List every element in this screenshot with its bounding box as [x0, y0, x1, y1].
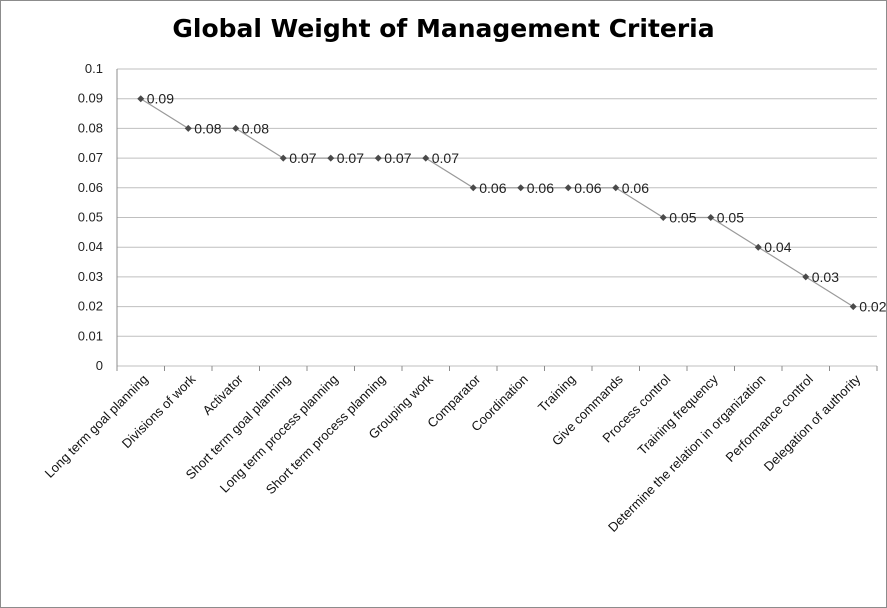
y-tick-label: 0.02 — [78, 299, 103, 314]
data-label: 0.06 — [622, 180, 649, 196]
data-label: 0.06 — [574, 180, 601, 196]
data-point — [327, 154, 335, 162]
data-point — [659, 214, 667, 221]
data-label: 0.07 — [384, 150, 411, 166]
y-tick-label: 0.06 — [78, 180, 103, 195]
data-label: 0.04 — [764, 239, 791, 255]
data-point — [279, 154, 287, 162]
data-point — [564, 184, 572, 192]
data-label: 0.05 — [717, 210, 744, 226]
data-point — [517, 184, 525, 192]
category-label: Training frequency — [634, 371, 721, 458]
data-label: 0.08 — [242, 120, 269, 136]
data-label: 0.07 — [337, 150, 364, 166]
y-tick-label: 0.03 — [78, 269, 103, 284]
data-point — [137, 95, 145, 103]
y-tick-label: 0 — [96, 358, 103, 373]
y-tick-label: 0.01 — [78, 328, 103, 343]
data-label: 0.09 — [147, 91, 174, 107]
data-label: 0.07 — [432, 150, 459, 166]
category-label: Activator — [200, 371, 247, 418]
y-tick-label: 0.05 — [78, 210, 103, 225]
y-tick-label: 0.07 — [78, 150, 103, 165]
data-point — [849, 303, 857, 311]
data-point — [184, 124, 192, 132]
data-point — [802, 273, 810, 281]
y-tick-label: 0.1 — [85, 61, 103, 76]
y-tick-label: 0.04 — [78, 239, 103, 254]
data-label: 0.06 — [479, 180, 506, 196]
chart-title: Global Weight of Management Criteria — [172, 14, 715, 43]
data-label: 0.07 — [289, 150, 316, 166]
data-point — [612, 184, 620, 192]
data-point — [707, 214, 715, 221]
data-point — [232, 124, 240, 132]
data-point — [422, 154, 430, 162]
data-label: 0.05 — [669, 210, 696, 226]
data-label: 0.06 — [527, 180, 554, 196]
data-label: 0.08 — [194, 120, 221, 136]
category-label: Training — [535, 372, 578, 415]
data-point — [754, 243, 762, 251]
data-label: 0.02 — [859, 299, 886, 315]
data-point — [469, 184, 477, 192]
series-line — [140, 98, 854, 308]
data-label: 0.03 — [812, 269, 839, 285]
data-point — [374, 154, 382, 162]
y-tick-label: 0.09 — [78, 91, 103, 106]
category-label: Performance control — [722, 371, 815, 464]
y-tick-label: 0.08 — [78, 120, 103, 135]
category-label: Delegation of authority — [761, 371, 864, 474]
